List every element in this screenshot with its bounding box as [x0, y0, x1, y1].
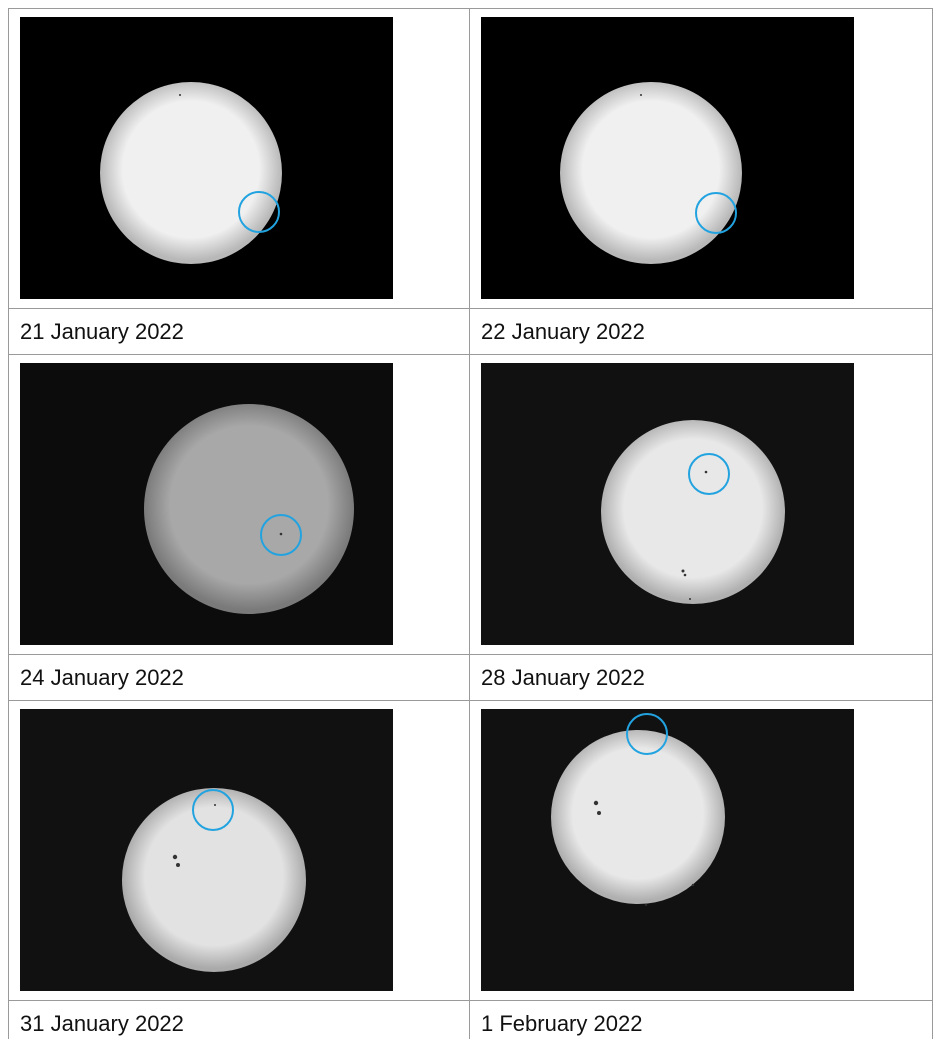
sun	[100, 82, 282, 264]
sunspot	[682, 570, 685, 573]
sunspot	[692, 884, 694, 886]
sun	[560, 82, 742, 264]
page: 21 January 202222 January 2022 24 January…	[0, 0, 933, 1039]
sunspot	[645, 904, 647, 906]
sun	[144, 404, 354, 614]
sun	[601, 420, 785, 604]
sunspot	[594, 801, 598, 805]
sunspot	[705, 471, 708, 474]
sun	[551, 730, 725, 904]
sunspot	[214, 804, 216, 806]
sun-photo	[20, 17, 393, 299]
sunspot	[173, 855, 177, 859]
caption: 1 February 2022	[469, 1000, 933, 1039]
sunspot	[640, 94, 642, 96]
sunspot	[689, 598, 691, 600]
sun	[122, 788, 306, 972]
sun-photo	[481, 709, 854, 991]
sun-photo	[481, 17, 854, 299]
sunspot	[280, 533, 283, 536]
sun-photo	[20, 709, 393, 991]
sunspot	[597, 811, 601, 815]
caption: 28 January 2022	[469, 654, 933, 701]
sunspot	[176, 863, 180, 867]
sun-photo	[481, 363, 854, 645]
caption: 24 January 2022	[8, 654, 470, 701]
caption: 22 January 2022	[469, 308, 933, 355]
sunspot	[684, 574, 687, 577]
sunspot	[179, 94, 181, 96]
caption: 31 January 2022	[8, 1000, 470, 1039]
sun-photo	[20, 363, 393, 645]
caption: 21 January 2022	[8, 308, 470, 355]
